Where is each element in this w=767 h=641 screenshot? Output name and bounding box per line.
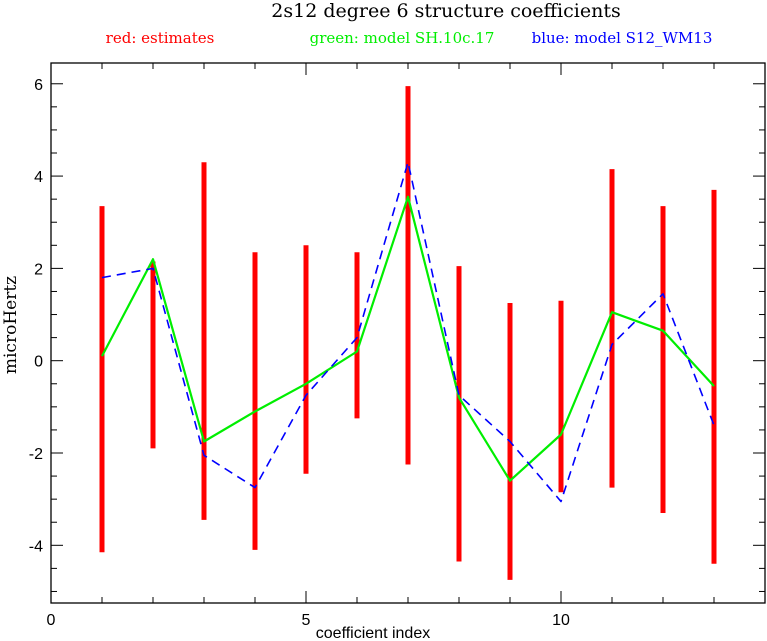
chart-title: 2s12 degree 6 structure coefficients [271,0,620,22]
plot-marks [99,86,717,580]
legend-model-sh10c17: green: model SH.10c.17 [310,29,495,47]
y-tick-label: 6 [34,77,43,94]
legend-model-s12wm13: blue: model S12_WM13 [532,29,713,47]
y-axis-label: microHertz [1,276,21,374]
y-tick-label: -4 [29,538,43,555]
x-tick-label: 5 [302,612,311,629]
y-tick-label: 4 [34,169,43,186]
model-sh10c17-line [101,195,715,482]
plot-axes [50,62,766,604]
x-tick-label: 0 [47,612,56,629]
model-s12wm13-line [101,161,715,503]
x-axis-label: coefficient index [316,625,430,641]
x-tick-label: 10 [552,612,570,629]
y-tick-label: 2 [34,261,43,278]
y-tick-label: -2 [29,446,43,463]
tick-labels: 0 5 10 -4 -2 0 2 4 6 [29,77,570,629]
y-tick-label: 0 [34,354,43,371]
legend-estimates: red: estimates [106,29,215,47]
